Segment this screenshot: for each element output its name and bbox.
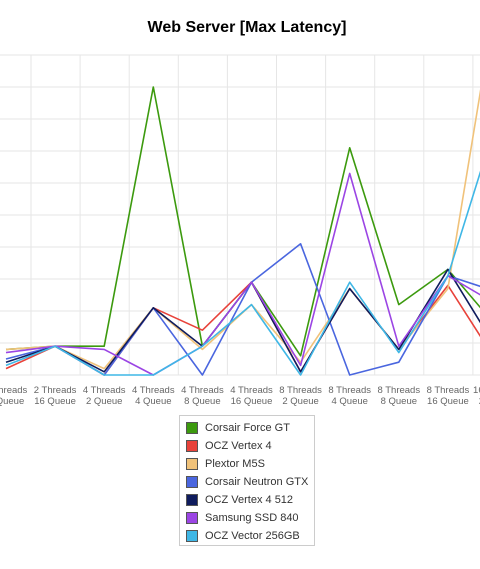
legend-label: Corsair Force GT <box>205 422 290 434</box>
series-lines <box>5 86 480 376</box>
legend-item: Samsung SSD 840 <box>186 509 314 527</box>
legend-swatch <box>186 512 198 524</box>
legend-item: OCZ Vertex 4 <box>186 437 314 455</box>
legend-label: Samsung SSD 840 <box>205 512 299 524</box>
x-tick-label: 8 Threads 8 Queue <box>377 385 420 407</box>
series-line <box>5 170 480 376</box>
legend-item: OCZ Vector 256GB <box>186 527 314 545</box>
series-line <box>5 86 480 357</box>
x-tick-label: 8 Threads 4 Queue <box>328 385 371 407</box>
x-tick-label: 8 Threads 2 Queue <box>279 385 322 407</box>
series-line <box>5 172 480 376</box>
legend: Corsair Force GT OCZ Vertex 4 Plextor M5S C… <box>179 415 315 546</box>
legend-swatch <box>186 494 198 506</box>
legend-item: Corsair Force GT <box>186 419 314 437</box>
grid-lines <box>0 54 480 376</box>
series-line <box>5 243 480 376</box>
x-tick-label: 4 Threads 8 Queue <box>181 385 224 407</box>
legend-swatch <box>186 440 198 452</box>
legend-swatch <box>186 458 198 470</box>
legend-swatch <box>186 422 198 434</box>
legend-label: OCZ Vector 256GB <box>205 530 300 542</box>
series-line <box>5 281 480 376</box>
x-tick-label: 4 Threads 16 Queue <box>230 385 273 407</box>
chart-title: Web Server [Max Latency] <box>147 19 347 36</box>
legend-swatch <box>186 476 198 488</box>
legend-label: OCZ Vertex 4 <box>205 440 272 452</box>
legend-item: OCZ Vertex 4 512 <box>186 491 314 509</box>
x-tick-label: 4 Threads 2 Queue <box>83 385 126 407</box>
legend-item: Plextor M5S <box>186 455 314 473</box>
x-tick-label: 2 Threads 16 Queue <box>34 385 77 407</box>
legend-label: Corsair Neutron GTX <box>205 476 309 488</box>
x-tick-label: 8 Threads 16 Queue <box>427 385 470 407</box>
x-tick-label: 4 Threads 4 Queue <box>132 385 175 407</box>
legend-label: Plextor M5S <box>205 458 265 470</box>
legend-item: Corsair Neutron GTX <box>186 473 314 491</box>
legend-swatch <box>186 530 198 542</box>
legend-label: OCZ Vertex 4 512 <box>205 494 294 506</box>
